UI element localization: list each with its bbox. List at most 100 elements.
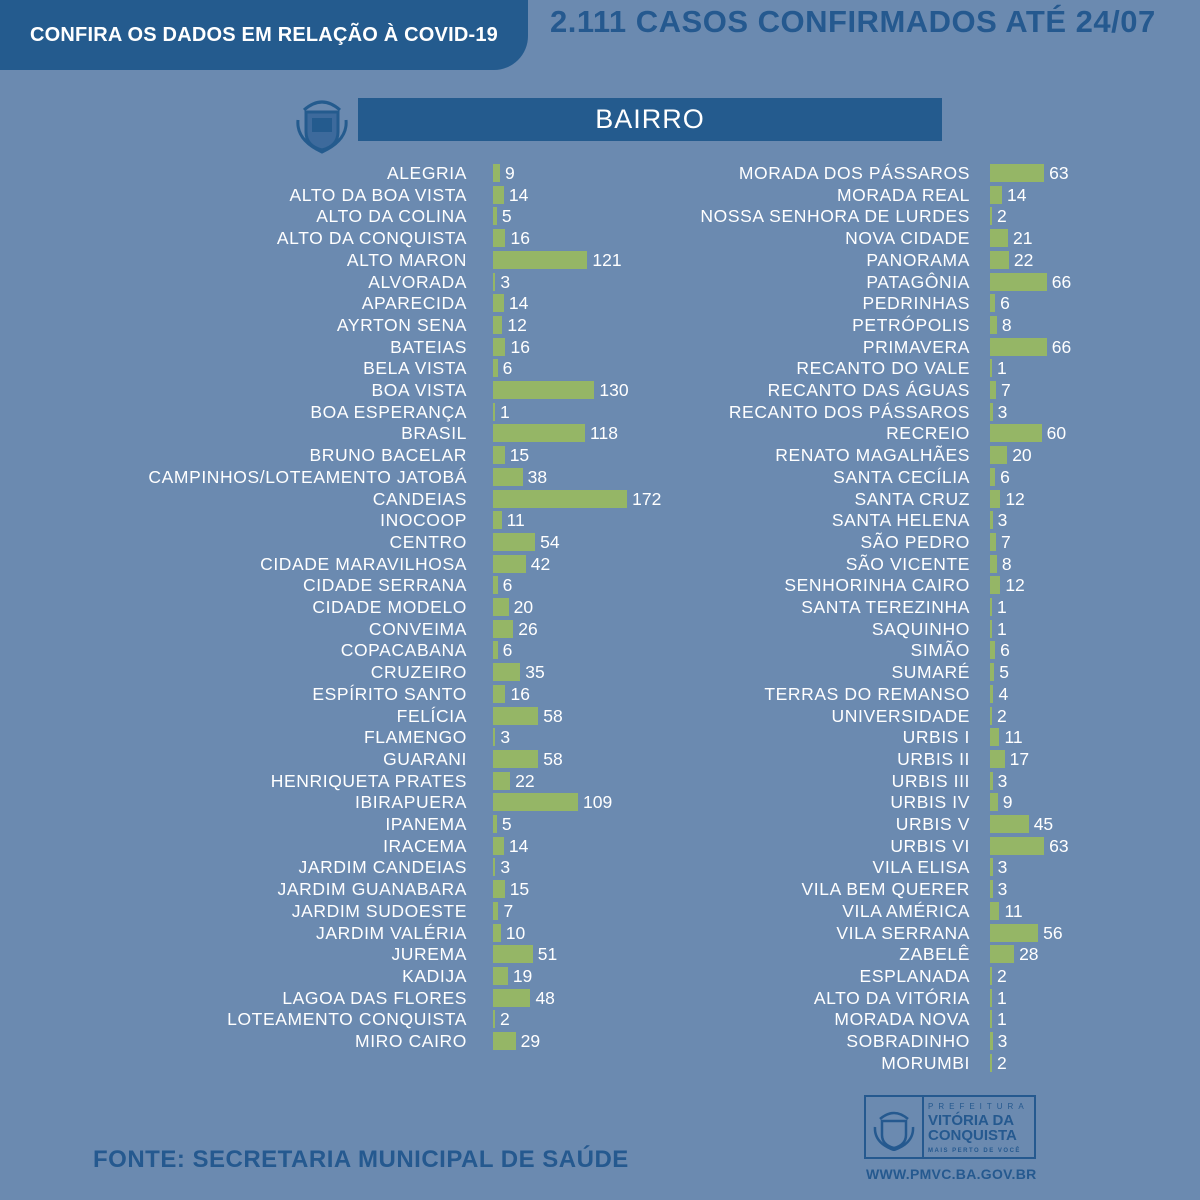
bar [990,207,992,226]
value-label: 19 [512,965,533,986]
category-label: KADIJA [402,965,467,986]
category-label: FELÍCIA [396,705,467,726]
category-label: ESPÍRITO SANTO [312,683,467,704]
prefeitura-logo: PREFEITURA VITÓRIA DA CONQUISTA MAIS PER… [864,1095,1036,1159]
value-label: 35 [525,662,545,683]
headline: 2.111 CASOS CONFIRMADOS ATÉ 24/07 [550,4,1156,39]
bar [493,467,523,486]
value-label: 172 [632,488,662,509]
bar [493,207,497,226]
value-label: 3 [500,271,511,292]
value-label: 5 [501,814,512,834]
value-label: 58 [543,705,563,726]
category-label: IRACEMA [383,835,467,856]
value-label: 1 [997,597,1007,617]
category-label: JARDIM VALÉRIA [315,922,467,943]
category-label: CANDEIAS [372,488,467,509]
bar [493,663,521,682]
value-label: 56 [1043,922,1063,943]
bar [493,836,504,855]
category-label: CAMPINHOS/LOTEAMENTO JATOBÁ [148,466,467,487]
bar [493,901,499,920]
bar [990,858,993,877]
bar [493,229,506,248]
category-label: COPACABANA [340,640,467,661]
bar [493,381,595,399]
value-label: 8 [1001,314,1012,335]
category-label: MORADA NOVA [834,1009,970,1030]
category-label: NOSSA SENHORA DE LURDES [700,206,970,227]
bar [493,315,503,334]
bar [990,1053,992,1072]
value-label: 48 [535,987,555,1008]
value-label: 9 [1002,792,1013,813]
bar [493,489,628,508]
category-label: AYRTON SENA [336,314,467,335]
bar [493,424,586,443]
category-label: CIDADE SERRANA [303,575,467,596]
category-label: RECREIO [886,423,970,444]
value-label: 12 [1005,488,1025,509]
bar [990,164,1045,182]
bar [493,576,498,595]
category-label: URBIS IV [890,792,970,813]
value-label: 130 [599,380,629,400]
bar [493,923,501,942]
bar [990,294,996,313]
bar [493,402,495,421]
bar [990,576,1001,595]
bar [990,489,1001,508]
category-label: SANTA TEREZINHA [801,597,970,617]
category-label: HENRIQUETA PRATES [270,770,467,791]
value-label: 12 [507,314,527,335]
category-label: INOCOOP [380,510,467,531]
category-label: URBIS V [895,814,970,834]
value-label: 5 [999,662,1010,683]
value-label: 22 [515,770,535,791]
bar [990,663,995,682]
category-label: SÃO PEDRO [860,531,970,552]
category-label: SANTA CECÍLIA [833,466,970,487]
category-label: PRIMAVERA [862,336,970,357]
bar [990,467,996,486]
value-label: 28 [1019,944,1039,965]
value-label: 121 [592,249,622,270]
value-label: 6 [1000,640,1010,661]
category-label: ESPLANADA [859,965,970,986]
category-label: TERRAS DO REMANSO [764,683,970,704]
value-label: 2 [997,965,1007,986]
category-label: URBIS VI [890,835,970,856]
value-label: 10 [505,922,526,943]
value-label: 6 [502,575,513,596]
category-label: CONVEIMA [368,618,467,639]
bar [990,880,993,899]
bar [990,988,992,1007]
bar [990,359,992,378]
bar [493,728,496,747]
value-label: 2 [500,1009,510,1030]
value-label: 1 [997,618,1007,639]
bar [493,511,502,530]
category-label: FLAMENGO [363,727,467,748]
website-link[interactable]: WWW.PMVC.BA.GOV.BR [866,1166,1037,1182]
bar [990,771,993,790]
category-label: BOA VISTA [371,380,467,400]
category-label: BELA VISTA [363,358,467,379]
bar [990,706,992,725]
bar [493,272,496,291]
category-label: LOTEAMENTO CONQUISTA [227,1009,467,1030]
value-label: 3 [997,857,1008,878]
category-label: SÃO VICENTE [845,553,970,574]
bar [493,880,505,899]
logo-city-line2: CONQUISTA [928,1127,1017,1144]
value-label: 11 [1004,900,1023,921]
category-label: LAGOA DAS FLORES [282,987,467,1008]
category-label: CIDADE MODELO [312,597,467,617]
bar [990,229,1009,248]
value-label: 16 [510,336,530,357]
bar [990,424,1042,443]
category-label: RECANTO DOS PÁSSAROS [728,401,970,422]
bar [493,337,506,356]
value-label: 8 [1001,553,1012,574]
value-label: 3 [500,857,511,878]
